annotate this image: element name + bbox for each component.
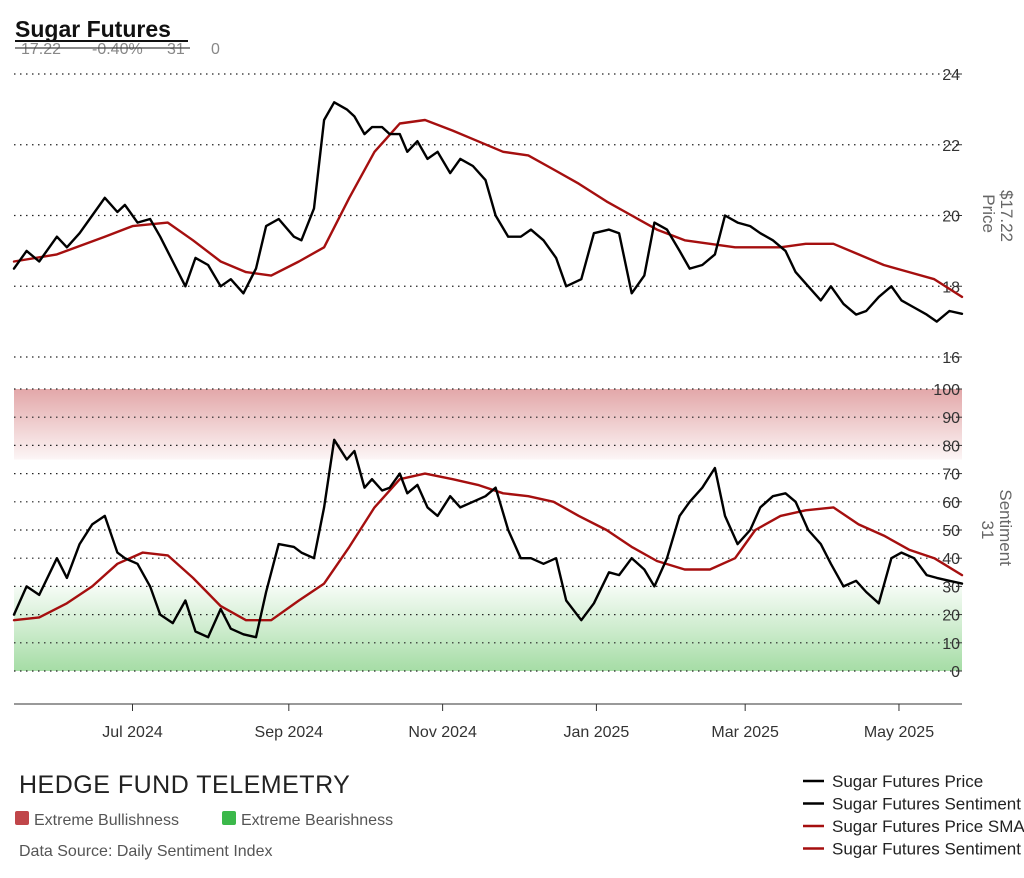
sentiment-ytick-label: 30 [942, 579, 960, 596]
sentiment-series-group [12, 438, 964, 639]
x-tick-label: Jan 2025 [563, 724, 629, 741]
sentiment-axis-title: Sentiment 31 [978, 489, 1015, 570]
legend-label: Sugar Futures Price SMA [832, 817, 1024, 836]
x-tick-label: Jul 2024 [102, 724, 163, 741]
sentiment-ytick-label: 40 [942, 551, 960, 568]
sentiment-ytick-label: 0 [951, 664, 960, 681]
extreme-bearishness-zone [14, 586, 962, 671]
price-axis-value: $17.22 [997, 190, 1016, 242]
x-tick-label: Mar 2025 [711, 724, 779, 741]
legend: Sugar Futures Price Sugar Futures Sentime… [803, 772, 1024, 859]
chart-title: Sugar Futures [15, 16, 171, 42]
legend-label: Sugar Futures Price [832, 772, 983, 791]
stat-price: 17.22 [21, 41, 61, 58]
sentiment-grid: 0 10 20 30 40 50 60 70 80 90 100 [14, 382, 962, 681]
sentiment-ytick-label: 70 [942, 467, 960, 484]
legend-label: Sugar Futures Sentiment SMA [832, 840, 1024, 859]
sentiment-ytick-label: 10 [942, 636, 960, 653]
data-source: Data Source: Daily Sentiment Index [19, 843, 272, 860]
bull-zone-label: Extreme Bullishness [34, 812, 179, 829]
sentiment-ytick-label: 20 [942, 608, 960, 625]
price-ytick-label: 20 [942, 209, 960, 226]
stat-change: -0.40% [92, 41, 143, 58]
sentiment-ytick-label: 100 [933, 382, 960, 399]
brand-name: HEDGE FUND TELEMETRY [19, 771, 350, 799]
bull-swatch [15, 811, 29, 825]
price-ytick-label: 16 [942, 350, 960, 367]
price-series-group [12, 101, 964, 323]
x-tick-label: May 2025 [864, 724, 934, 741]
price-axis-label: Price [979, 194, 998, 233]
extreme-bullishness-zone [14, 389, 962, 460]
x-axis-ticks: Jul 2024 Sep 2024 Nov 2024 Jan 2025 Mar 2025… [102, 704, 934, 741]
sugar-futures-sentiment-sma-line [12, 472, 964, 622]
stat-extra: 0 [211, 41, 220, 58]
price-ytick-label: 24 [942, 67, 960, 84]
x-tick-label: Nov 2024 [408, 724, 477, 741]
sentiment-ytick-label: 50 [942, 523, 960, 540]
stat-sentiment: 31 [167, 41, 185, 58]
sentiment-ytick-label: 60 [942, 495, 960, 512]
bear-swatch [222, 811, 236, 825]
legend-label: Sugar Futures Sentiment [832, 795, 1021, 814]
header-stats: 17.22 -0.40% 31 0 [15, 41, 220, 58]
price-ytick-label: 22 [942, 138, 960, 155]
sentiment-ytick-label: 80 [942, 438, 960, 455]
sentiment-axis-label: Sentiment [996, 489, 1015, 566]
bear-zone-label: Extreme Bearishness [241, 812, 393, 829]
sugar-futures-sentiment-line [12, 438, 964, 639]
sugar-futures-price-line [12, 101, 964, 323]
x-tick-label: Sep 2024 [255, 724, 324, 741]
sugar-futures-price-sma-line [12, 118, 964, 299]
sentiment-axis-value: 31 [978, 521, 997, 540]
sentiment-ytick-label: 90 [942, 410, 960, 427]
price-axis-title: Price $17.22 [979, 190, 1016, 242]
